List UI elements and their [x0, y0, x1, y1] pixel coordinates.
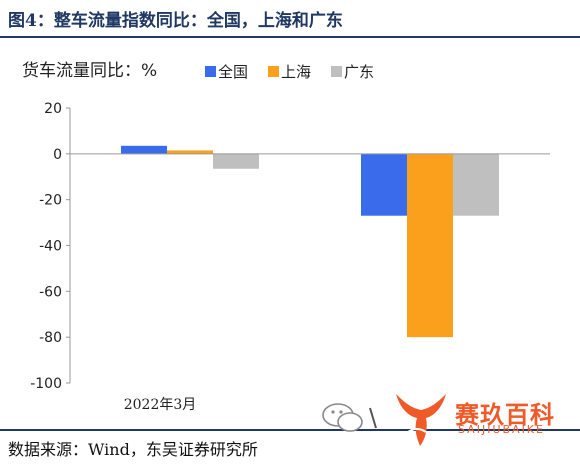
data-source: 数据来源：Wind，东吴证券研究所 — [8, 440, 258, 459]
legend-label: 广东 — [344, 63, 374, 81]
y-tick-label: 20 — [44, 101, 62, 117]
y-tick-label: -60 — [39, 284, 62, 300]
y-tick-label: -40 — [39, 239, 62, 255]
footer-divider — [0, 429, 580, 431]
y-tick-label: -20 — [39, 193, 62, 209]
bar-上海-1 — [407, 153, 453, 338]
bar-全国-0 — [121, 145, 167, 154]
legend-swatch — [331, 66, 342, 77]
bar-广东-1 — [453, 153, 499, 216]
y-tick-label: -100 — [30, 376, 62, 392]
plot-area: 20 0 -20 -40 -60 -80 -100 2022年3月 — [30, 101, 550, 413]
y-tick-label: 0 — [53, 147, 62, 163]
bar-上海-0 — [167, 150, 213, 154]
wechat-icon — [322, 403, 377, 432]
watermark-brand: 赛玖百科 — [455, 401, 555, 429]
legend: 全国 上海 广东 — [205, 63, 374, 81]
legend-swatch — [268, 66, 279, 77]
legend-label: 上海 — [281, 63, 311, 81]
fish-tail-logo-icon — [396, 394, 446, 446]
x-category-label: 2022年3月 — [124, 397, 197, 413]
y-axis-label: 货车流量同比：% — [22, 61, 157, 81]
y-tick-label: -80 — [39, 330, 62, 346]
bar-chart: 货车流量同比：% 全国 上海 广东 20 0 -20 -40 -60 -80 -100 2022年… — [22, 61, 550, 413]
watermark-subtitle: SAIJIUBAIKE — [458, 423, 545, 436]
figure-title: 图4：整车流量指数同比：全国，上海和广东 — [8, 11, 343, 31]
legend-swatch — [205, 66, 216, 77]
legend-label: 全国 — [218, 63, 248, 81]
bar-全国-1 — [361, 153, 407, 216]
title-divider — [0, 36, 580, 38]
bar-广东-0 — [213, 153, 259, 169]
